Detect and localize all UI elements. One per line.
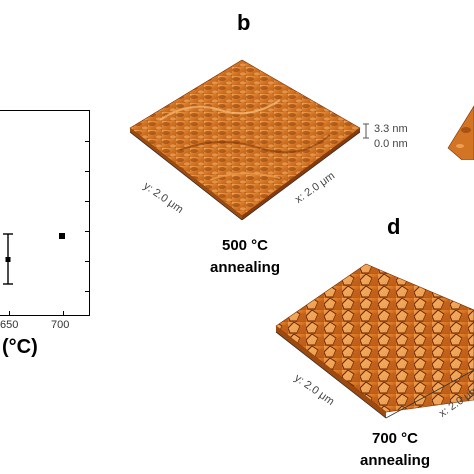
chart-frame	[0, 110, 90, 316]
afm-image-500c	[129, 59, 361, 220]
caption-700c: 700 °C annealing	[350, 428, 440, 472]
caption-700c-annealing: annealing	[359, 452, 430, 469]
caption-700c-temp: 700 °C	[371, 430, 419, 447]
x-axis-label-fragment: (°C)	[2, 336, 38, 358]
y-tick	[85, 141, 89, 142]
height-scale-bar-b	[363, 123, 369, 139]
data-point-700	[59, 233, 65, 239]
panel-letter-b: b	[237, 10, 251, 35]
data-point-650	[3, 233, 13, 285]
y-tick	[85, 201, 89, 202]
x-tick	[9, 311, 10, 315]
caption-500c-annealing: annealing	[209, 259, 280, 276]
height-scale-bottom-b: 0.0 nm	[374, 138, 408, 150]
y-tick	[85, 261, 89, 262]
y-tick	[85, 231, 89, 232]
height-scale-top-b: 3.3 nm	[374, 123, 408, 135]
afm-image-700c	[275, 263, 474, 419]
panel-letter-d: d	[387, 214, 401, 239]
y-tick	[85, 291, 89, 292]
caption-500c: 500 °C annealing	[200, 235, 290, 279]
y-tick	[85, 171, 89, 172]
x-tick	[63, 311, 64, 315]
caption-500c-temp: 500 °C	[221, 237, 269, 254]
x-tick-label-700: 700	[51, 319, 70, 331]
x-tick-label-650: 650	[0, 319, 19, 331]
afm-image-partial-c	[447, 105, 474, 160]
